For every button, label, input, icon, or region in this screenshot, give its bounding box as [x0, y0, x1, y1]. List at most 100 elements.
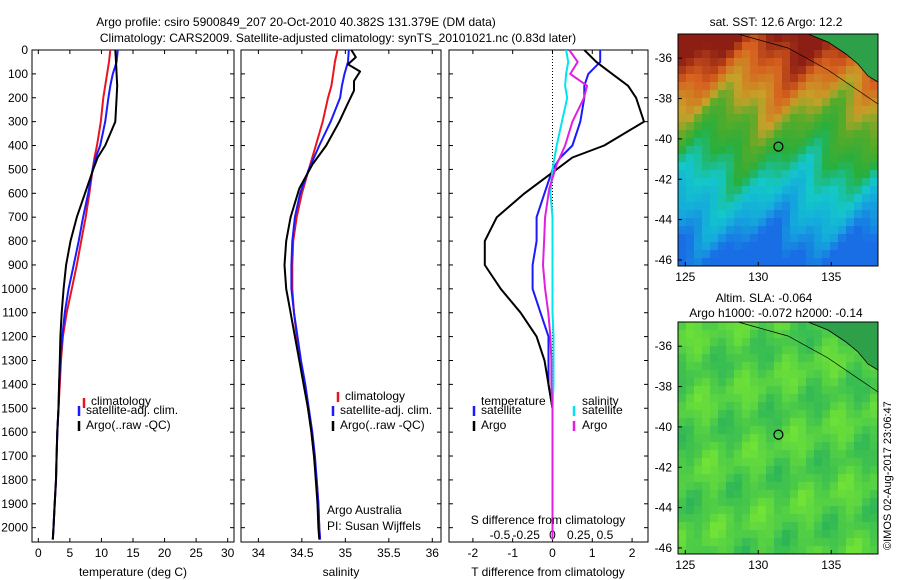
map-cell [774, 410, 783, 419]
map-cell [678, 538, 687, 547]
map-cell [726, 202, 735, 211]
x-tick-label: 0 [35, 546, 42, 560]
map-cell [742, 210, 751, 219]
map-cell [822, 154, 831, 163]
map-cell [766, 66, 775, 75]
secondary-x-tick-label: -0.25 [513, 528, 541, 542]
map-cell [782, 338, 791, 347]
map-cell [870, 426, 879, 435]
map-cell [798, 146, 807, 155]
map-cell [798, 330, 807, 339]
map-cell [718, 194, 727, 203]
map-cell [678, 146, 687, 155]
map-cell [766, 250, 775, 259]
map-cell [694, 466, 703, 475]
map-cell [838, 370, 847, 379]
map-cell [686, 426, 695, 435]
map-cell [806, 122, 815, 131]
map-cell [862, 402, 871, 411]
map-cell [742, 330, 751, 339]
map-cell [686, 474, 695, 483]
map-cell [814, 122, 823, 131]
map-cell [790, 138, 799, 147]
map-cell [702, 90, 711, 99]
map-cell [686, 402, 695, 411]
map-cell [830, 434, 839, 443]
map-cell [798, 50, 807, 59]
map-cell [854, 522, 863, 531]
map-cell [734, 114, 743, 123]
map-cell [790, 426, 799, 435]
map-cell [854, 458, 863, 467]
map-cell [838, 146, 847, 155]
annotation-argo-australia: Argo Australia [327, 503, 402, 517]
map-cell [854, 378, 863, 387]
map-cell [686, 114, 695, 123]
temperature-panel: 0100200300400500600700800900100011001200… [1, 43, 234, 579]
map-cell [718, 410, 727, 419]
map-cell [822, 114, 831, 123]
map-cell [806, 154, 815, 163]
map-cell [822, 106, 831, 115]
map-cell [782, 114, 791, 123]
map-cell [830, 506, 839, 515]
map-cell [814, 186, 823, 195]
map-cell [862, 442, 871, 451]
map-cell [742, 506, 751, 515]
map-cell [726, 506, 735, 515]
difference-plot-group: -2 -1 0 1 2-0.5 -0.25 0 0.25 0.5 [449, 49, 648, 560]
map-cell [702, 418, 711, 427]
series-line-argo-raw-qc- [283, 49, 362, 540]
map-cell [734, 154, 743, 163]
map-cell [774, 202, 783, 211]
y-tick-label: 1100 [2, 306, 28, 320]
map-cell [814, 106, 823, 115]
map-cell [838, 154, 847, 163]
map-cell [798, 386, 807, 395]
map-cell [686, 434, 695, 443]
map-cell [718, 434, 727, 443]
map-cell [702, 258, 711, 267]
map-cell [742, 538, 751, 547]
map-cell [726, 106, 735, 115]
map-cell [790, 498, 799, 507]
map-cell [862, 482, 871, 491]
map-cell [750, 122, 759, 131]
map-cell [870, 402, 879, 411]
map-cell [790, 34, 799, 43]
map-cell [726, 170, 735, 179]
map-cell [846, 418, 855, 427]
map-cell [750, 402, 759, 411]
map-cell [766, 114, 775, 123]
map-cell [678, 450, 687, 459]
map-cell [710, 474, 719, 483]
map-y-tick-label: -44 [655, 213, 673, 227]
map-cell [678, 330, 687, 339]
map-cell [870, 410, 879, 419]
map-cell [726, 378, 735, 387]
map-cell [838, 50, 847, 59]
map-cell [686, 106, 695, 115]
map-cell [838, 362, 847, 371]
map-cell [718, 338, 727, 347]
map-cell [822, 458, 831, 467]
map-cell [686, 74, 695, 83]
map-cell [710, 426, 719, 435]
map-cell [822, 186, 831, 195]
map-cell [830, 490, 839, 499]
map-cell [830, 98, 839, 107]
map-cell [782, 514, 791, 523]
map-cell [830, 338, 839, 347]
map-x-tick-label: 130 [748, 270, 768, 284]
map-cell [734, 50, 743, 59]
map-cell [766, 450, 775, 459]
map-cell [734, 170, 743, 179]
map-cell [702, 530, 711, 539]
map-cell [782, 202, 791, 211]
map-cell [742, 450, 751, 459]
map-cell [846, 442, 855, 451]
map-cell [710, 210, 719, 219]
map-cell [774, 346, 783, 355]
map-cell [782, 490, 791, 499]
map-cell [710, 434, 719, 443]
